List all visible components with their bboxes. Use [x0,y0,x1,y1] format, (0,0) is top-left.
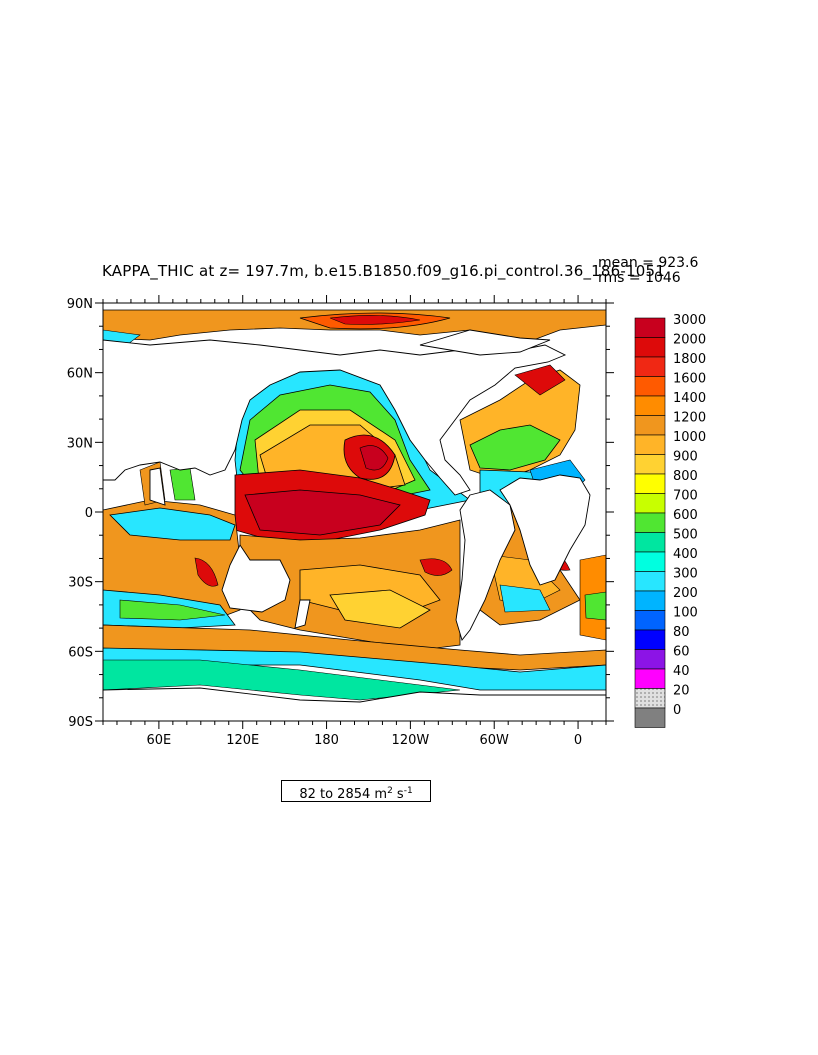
colorbar-swatch [634,337,666,358]
lon-tick-label: 180 [314,733,339,748]
lat-tick-label: 90S [68,715,93,730]
rms-stat: rms = 1046 [598,270,681,286]
colorbar-swatch [634,688,666,709]
lat-tick-labels: 90N 60N 30N 0 30S 60S 90S [67,297,93,730]
colorbar-swatch [634,493,666,514]
colorbar-label: 1000 [673,430,706,445]
lat-tick-label: 0 [85,506,93,521]
colorbar-swatch [634,707,666,728]
colorbar-label: 800 [673,469,698,484]
colorbar-swatch [634,668,666,689]
colorbar-swatch [634,532,666,553]
colorbar-label: 1400 [673,391,706,406]
colorbar-swatch [634,590,666,611]
lat-tick-label: 60S [68,645,93,660]
colorbar-swatch [634,376,666,397]
colorbar-label: 0 [673,703,681,718]
axis-ticks [95,295,614,729]
colorbar-swatch [634,454,666,475]
colorbar-label: 40 [673,664,690,679]
lat-tick-label: 60N [67,367,93,382]
colorbar-label: 3000 [673,313,706,328]
colorbar-label: 700 [673,489,698,504]
lon-tick-label: 120E [226,733,259,748]
colorbar-swatch [634,610,666,631]
colorbar-swatch [634,395,666,416]
colorbar-swatch [634,473,666,494]
colorbar-swatch [634,356,666,377]
colorbar-label: 1200 [673,411,706,426]
lat-tick-label: 90N [67,297,93,312]
colorbar-label: 200 [673,586,698,601]
lat-tick-label: 30N [67,436,93,451]
colorbar-swatch [634,512,666,533]
colorbar-swatch [634,649,666,670]
colorbar-swatch [634,629,666,650]
colorbar-label: 2000 [673,333,706,348]
lon-tick-labels: 60E 120E 180 120W 60W 0 [147,733,583,748]
colorbar-swatch [634,571,666,592]
kappa-field [103,303,606,721]
colorbar: 3000200018001600140012001000900800700600… [634,313,706,728]
plot-title: KAPPA_THIC at z= 197.7m, b.e15.B1850.f09… [102,262,665,280]
colorbar-swatch [634,317,666,338]
colorbar-swatch [634,415,666,436]
mean-stat: mean = 923.6 [598,255,699,271]
colorbar-swatch [634,434,666,455]
colorbar-label: 500 [673,528,698,543]
colorbar-label: 1800 [673,352,706,367]
colorbar-label: 60 [673,645,690,660]
colorbar-label: 80 [673,625,690,640]
colorbar-label: 100 [673,606,698,621]
colorbar-label: 300 [673,567,698,582]
colorbar-label: 900 [673,450,698,465]
lon-tick-label: 120W [392,733,430,748]
lon-tick-label: 0 [574,733,582,748]
colorbar-label: 600 [673,508,698,523]
lat-tick-label: 30S [68,576,93,591]
colorbar-swatch [634,551,666,572]
lon-tick-label: 60E [147,733,172,748]
colorbar-label: 20 [673,684,690,699]
units-label: 82 to 2854 m2 s-1 [281,780,431,802]
lon-tick-label: 60W [480,733,510,748]
colorbar-label: 1600 [673,372,706,387]
colorbar-label: 400 [673,547,698,562]
